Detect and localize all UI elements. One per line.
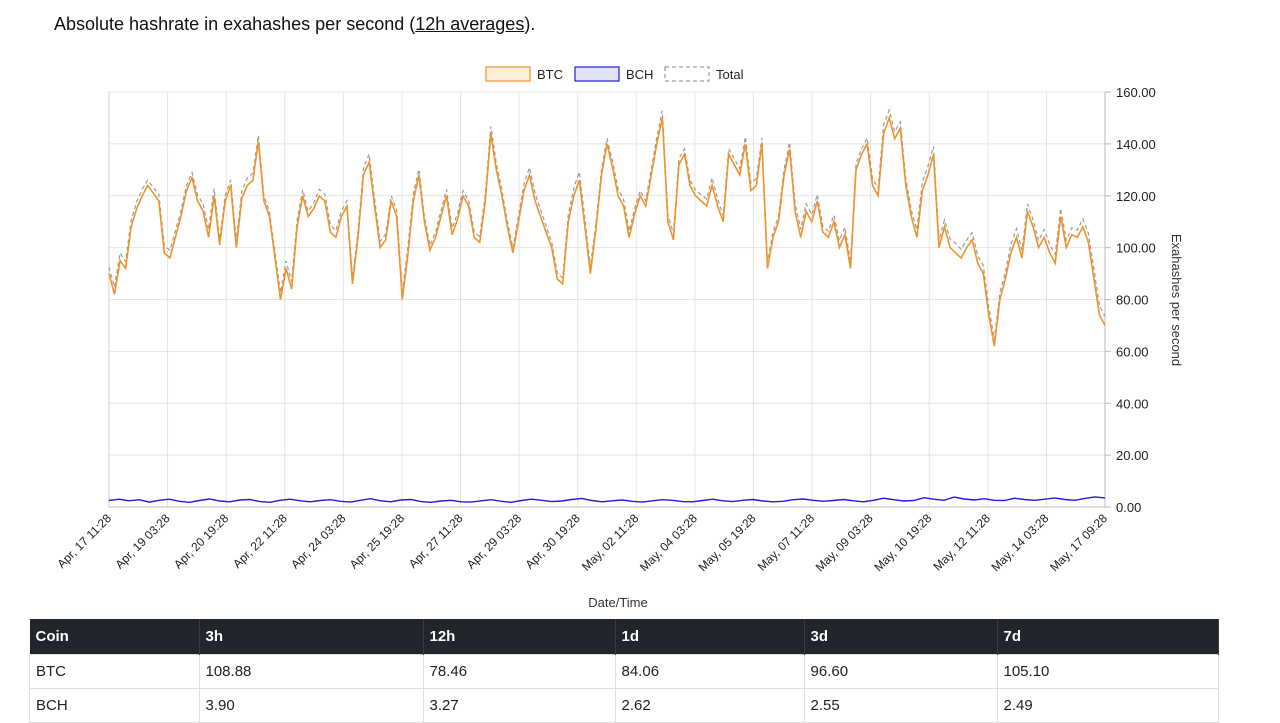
y-tick-label: 140.00	[1116, 137, 1156, 152]
chart-grid	[108, 91, 1106, 508]
col-12h: 12h	[423, 619, 616, 655]
x-tick-label: Apr, 20 19:28	[171, 511, 232, 572]
hashrate-table: Coin 3h 12h 1d 3d 7d BTC 108.88 78.46 84…	[29, 619, 1219, 723]
cell-value: 96.60	[803, 654, 998, 689]
cell-value: 108.88	[198, 654, 424, 689]
x-tick-label: Apr, 17 11:28	[54, 511, 114, 571]
x-tick-label: Apr, 30 19:28	[522, 511, 583, 572]
table-header-row: Coin 3h 12h 1d 3d 7d	[29, 619, 1219, 655]
x-tick-label: Apr, 24 03:28	[288, 511, 349, 572]
table-row: BCH 3.90 3.27 2.62 2.55 2.49	[29, 688, 1219, 723]
col-1d: 1d	[615, 619, 805, 655]
legend-bch-swatch	[574, 66, 620, 82]
legend-total-swatch	[664, 66, 710, 82]
legend-total-label: Total	[716, 67, 744, 82]
x-tick-label: Apr, 25 19:28	[347, 511, 408, 572]
x-tick-label: May, 05 19:28	[696, 511, 759, 574]
x-tick-label: May, 12 11:28	[931, 511, 994, 574]
y-tick-label: 60.00	[1116, 344, 1149, 359]
cell-value: 3.90	[198, 688, 424, 723]
cell-value: 2.55	[803, 688, 998, 723]
y-tick-label: 40.00	[1116, 396, 1149, 411]
table-row: BTC 108.88 78.46 84.06 96.60 105.10	[29, 654, 1219, 689]
x-axis-label: Date/Time	[588, 595, 647, 610]
heading-text: Absolute hashrate in exahashes per secon…	[54, 14, 416, 34]
x-tick-label: May, 02 11:28	[579, 511, 642, 574]
cell-value: 2.62	[614, 688, 805, 723]
y-tick-label: 120.00	[1116, 189, 1156, 204]
col-3d: 3d	[804, 619, 998, 655]
series-line-bch	[108, 496, 1106, 504]
y-tick-label: 0.00	[1116, 500, 1141, 515]
x-tick-label: May, 17 09:28	[1047, 511, 1110, 574]
y-axis-label: Exahashes per second	[1169, 234, 1184, 366]
legend-bch-label: BCH	[626, 67, 653, 82]
legend-btc-label: BTC	[537, 67, 563, 82]
x-tick-label: May, 09 03:28	[813, 511, 876, 574]
cell-value: 105.10	[996, 654, 1219, 689]
legend-btc-swatch	[485, 66, 531, 82]
x-tick-label: May, 10 19:28	[871, 511, 934, 574]
averages-link[interactable]: 12h averages	[415, 14, 525, 34]
legend-total: Total	[664, 66, 744, 82]
cell-value: 2.49	[996, 688, 1219, 723]
col-3h: 3h	[199, 619, 424, 655]
col-coin: Coin	[29, 619, 200, 655]
heading-suffix: ).	[524, 14, 536, 34]
cell-value: 84.06	[614, 654, 805, 689]
chart-heading: Absolute hashrate in exahashes per secon…	[54, 14, 535, 35]
x-tick-label: May, 04 03:28	[637, 511, 700, 574]
y-tick-label: 80.00	[1116, 293, 1149, 308]
cell-coin: BCH	[29, 688, 200, 723]
x-tick-label: May, 14 03:28	[988, 511, 1051, 574]
legend-btc: BTC	[485, 66, 563, 82]
cell-value: 78.46	[422, 654, 616, 689]
y-tick-label: 20.00	[1116, 448, 1149, 463]
hashrate-chart: 0.00 20.00 40.00 60.00 80.00 100.00 120.00 140.…	[54, 66, 1184, 610]
y-tick-label: 160.00	[1116, 85, 1156, 100]
x-tick-label: Apr, 22 11:28	[230, 511, 290, 571]
x-tick-label: Apr, 19 03:28	[112, 511, 173, 572]
cell-coin: BTC	[29, 654, 200, 689]
x-tick-label: Apr, 29 03:28	[464, 511, 525, 572]
cell-value: 3.27	[422, 688, 616, 723]
y-tick-label: 100.00	[1116, 241, 1156, 256]
legend-bch: BCH	[574, 66, 653, 82]
col-7d: 7d	[997, 619, 1219, 655]
x-tick-label: May, 07 11:28	[755, 511, 818, 574]
x-tick-label: Apr, 27 11:28	[406, 511, 466, 571]
chart-legend: BTC BCH Total	[485, 66, 744, 82]
series-line-btc	[108, 115, 1106, 347]
chart-series	[108, 107, 1106, 504]
